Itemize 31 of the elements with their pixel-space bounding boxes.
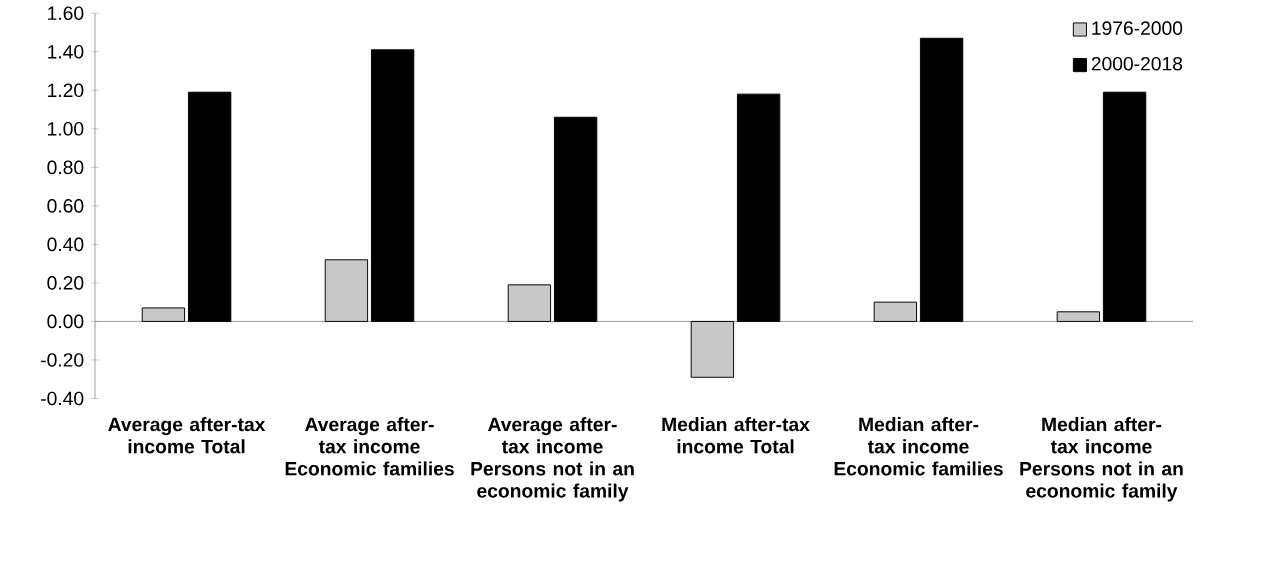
- bar: [553, 116, 598, 322]
- y-tick-label: 0.60: [47, 198, 84, 213]
- y-tick-label: 1.40: [48, 44, 84, 59]
- x-tick-label: Median after-tax income Total: [662, 416, 810, 454]
- y-tick-label: -0.20: [41, 352, 84, 367]
- y-tick-label: 1.60: [48, 6, 84, 20]
- y-tick-label: 0.40: [47, 237, 84, 251]
- bar: [1102, 91, 1147, 322]
- bar: [873, 301, 918, 322]
- y-tick-label: 0.80: [47, 160, 84, 174]
- y-tick-label: -0.40: [41, 391, 84, 406]
- legend-label: 2000-2018: [1091, 56, 1183, 71]
- bar: [324, 259, 369, 322]
- y-tick-label: 0.00: [47, 314, 84, 329]
- bar: [187, 91, 232, 322]
- legend-label: 1976-2000: [1092, 21, 1183, 35]
- bar: [370, 49, 415, 322]
- bar: [736, 93, 781, 322]
- y-tick-label: 0.20: [47, 275, 84, 290]
- x-tick-label: Median after-tax income Persons not in an economic family: [1020, 416, 1183, 502]
- bar: [141, 307, 186, 322]
- x-tick-label: Average after-tax income Total: [108, 416, 266, 454]
- bar: [919, 37, 964, 322]
- bar: [1056, 311, 1101, 322]
- y-tick-label: 1.00: [48, 121, 84, 136]
- x-tick-label: Average after-tax income Persons not in an economic family: [471, 416, 634, 502]
- x-tick-label: Median after-tax income Economic families: [834, 416, 1003, 476]
- y-tick-label: 1.20: [48, 83, 84, 97]
- bar: [690, 320, 735, 378]
- x-tick-label: Average after-tax income Economic families: [285, 416, 454, 476]
- bar: [507, 284, 552, 322]
